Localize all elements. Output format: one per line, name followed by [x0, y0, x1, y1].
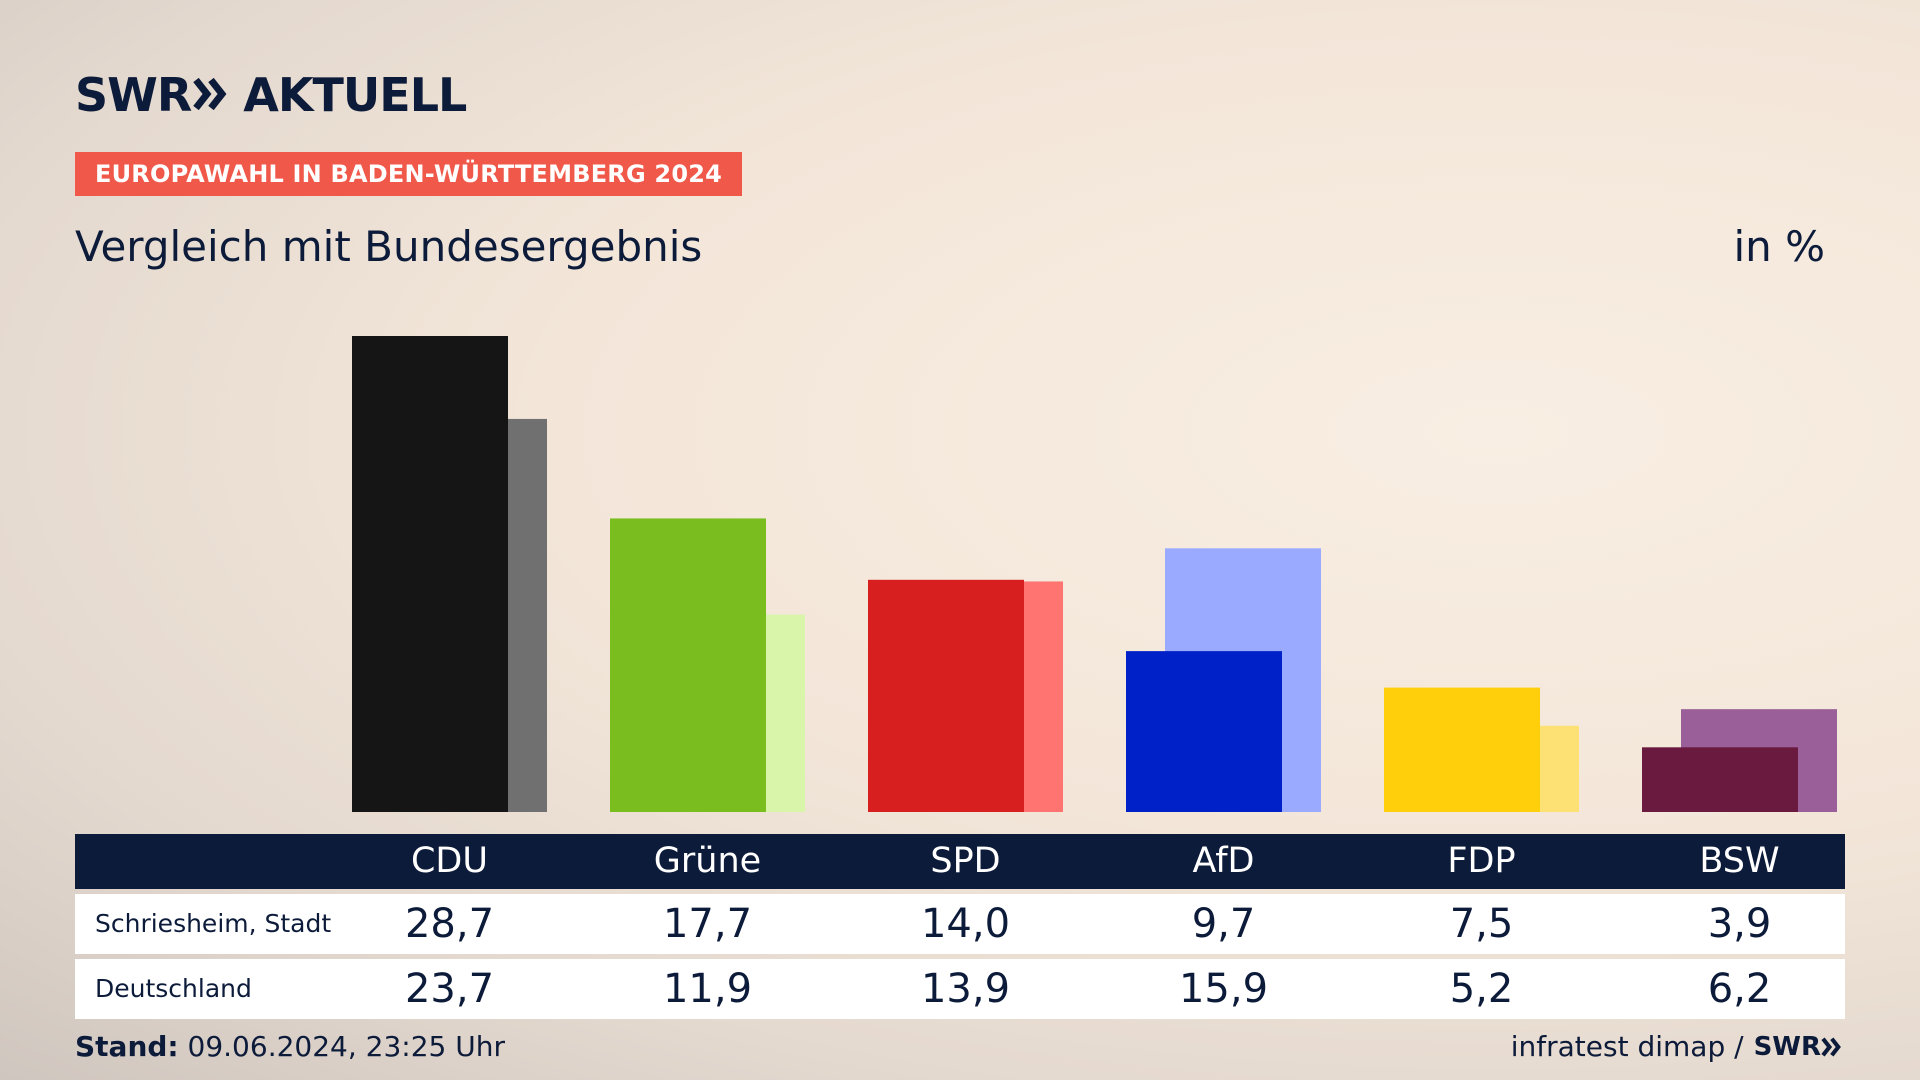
table-cell: 5,2 — [1449, 966, 1514, 1012]
column-header: CDU — [410, 841, 488, 881]
table-header-row: CDU Grüne SPD AfD FDP BSW — [75, 834, 1845, 889]
stand-label: Stand: — [75, 1030, 179, 1063]
bar-schriesheim-fdp — [1384, 687, 1540, 812]
bar-schriesheim-afd — [1126, 651, 1282, 812]
table-cell: 6,2 — [1707, 966, 1772, 1012]
chart-title: Vergleich mit Bundesergebnis — [75, 222, 703, 271]
bar-schriesheim-bsw — [1642, 747, 1798, 812]
stand-value: 09.06.2024, 23:25 Uhr — [187, 1030, 505, 1063]
table-cell: 3,9 — [1707, 901, 1772, 947]
table-row: Schriesheim, Stadt 28,7 17,7 14,0 9,7 7,5 3,9 — [75, 894, 1845, 954]
table-cell: 15,9 — [1178, 966, 1269, 1012]
table-cell: 17,7 — [662, 901, 753, 947]
logo-swr-text: SWR — [75, 68, 192, 122]
table-row: Deutschland 23,7 11,9 13,9 15,9 5,2 6,2 — [75, 959, 1845, 1019]
table-cell: 9,7 — [1191, 901, 1256, 947]
bar-schriesheim-spd — [868, 579, 1024, 812]
swr-logo-text: SWR — [1753, 1031, 1821, 1062]
column-header: BSW — [1699, 841, 1780, 881]
double-chevron-icon — [193, 68, 233, 122]
double-chevron-icon — [1821, 1036, 1841, 1057]
bar-schriesheim-cdu — [352, 336, 508, 812]
timestamp: Stand: 09.06.2024, 23:25 Uhr — [75, 1030, 505, 1063]
row-label: Deutschland — [95, 974, 252, 1003]
swr-aktuell-logo: SWR AKTUELL — [75, 68, 467, 122]
swr-logo: SWR — [1754, 1032, 1845, 1062]
table-cell: 23,7 — [404, 966, 495, 1012]
results-table: CDU Grüne SPD AfD FDP BSW Schriesheim, Stadt … — [75, 834, 1845, 1019]
source-text: infratest dimap / — [1510, 1030, 1744, 1063]
table-cell: 14,0 — [920, 901, 1011, 947]
row-label: Schriesheim, Stadt — [95, 909, 332, 938]
column-header: FDP — [1447, 841, 1516, 881]
source: infratest dimap / SWR — [1511, 1030, 1845, 1063]
table-cell: 7,5 — [1449, 901, 1514, 947]
column-header: SPD — [930, 841, 1001, 881]
election-tag: EUROPAWAHL IN BADEN-WÜRTTEMBERG 2024 — [75, 152, 743, 196]
unit-label: in % — [1733, 222, 1825, 271]
bar-chart — [352, 336, 1837, 812]
column-header: AfD — [1192, 841, 1255, 881]
table-cell: 11,9 — [662, 966, 753, 1012]
column-header: Grüne — [653, 841, 762, 881]
bar-schriesheim-grüne — [610, 518, 766, 812]
logo-aktuell-text: AKTUELL — [243, 68, 467, 122]
table-cell: 13,9 — [920, 966, 1011, 1012]
table-cell: 28,7 — [404, 901, 495, 947]
